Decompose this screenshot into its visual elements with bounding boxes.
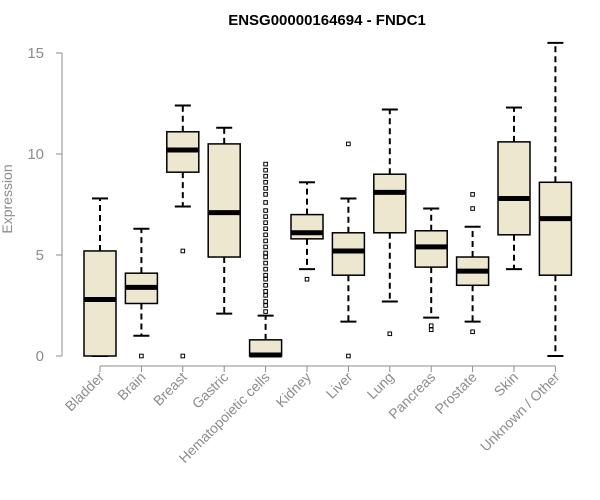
box-skin xyxy=(497,106,531,271)
outlier-point xyxy=(139,353,144,359)
outlier-point xyxy=(346,353,351,359)
x-tick-label: Lung xyxy=(364,369,397,402)
outlier-point xyxy=(263,289,268,294)
y-tick-label: 10 xyxy=(27,146,44,163)
y-tick-label: 5 xyxy=(36,247,44,264)
outlier-point xyxy=(263,254,268,260)
box-gastric xyxy=(207,126,241,315)
x-tick-label: Bladder xyxy=(62,369,108,415)
outlier-point xyxy=(470,206,475,211)
box-brain xyxy=(124,227,159,359)
outlier-point xyxy=(263,244,268,250)
outlier-point xyxy=(263,303,268,308)
outlier-point xyxy=(263,208,268,213)
iqr-box xyxy=(538,181,573,276)
chart-title: ENSG00000164694 - FNDC1 xyxy=(228,12,426,29)
x-tick-label: Liver xyxy=(323,369,356,402)
x-tick-label: Breast xyxy=(150,369,190,409)
box-liver xyxy=(331,141,366,359)
x-tick-label: Brain xyxy=(114,369,148,403)
box-unknown-other xyxy=(538,41,573,357)
outlier-point xyxy=(180,353,186,359)
outlier-point xyxy=(263,186,268,191)
iqr-box xyxy=(83,250,117,357)
x-tick-label: Prostate xyxy=(432,369,480,417)
box-lung xyxy=(373,108,407,337)
y-axis: 0 5 10 15 xyxy=(27,45,63,365)
outlier-point xyxy=(263,200,268,205)
box-pancreas xyxy=(414,207,448,333)
outlier-point xyxy=(428,323,434,328)
outlier-point xyxy=(470,192,475,197)
outlier-point xyxy=(263,299,268,304)
outlier-point xyxy=(346,141,351,147)
box-kidney xyxy=(290,181,324,282)
outlier-point xyxy=(263,179,268,185)
box-hematopoietic-cells xyxy=(248,161,283,358)
outlier-point xyxy=(263,192,268,197)
iqr-box xyxy=(497,141,531,236)
x-tick-label: Unknown / Other xyxy=(477,369,563,455)
outlier-point xyxy=(263,250,268,256)
y-tick-label: 15 xyxy=(27,45,44,62)
x-tick-label: Skin xyxy=(491,369,522,400)
outlier-point xyxy=(263,272,268,278)
outlier-point xyxy=(263,220,268,225)
outlier-point xyxy=(263,238,268,244)
outlier-point xyxy=(263,276,268,282)
box-bladder xyxy=(83,197,117,357)
boxes-group xyxy=(83,41,573,359)
outlier-point xyxy=(304,276,310,282)
outlier-point xyxy=(180,248,186,254)
outlier-point xyxy=(263,283,268,288)
iqr-box xyxy=(331,232,366,276)
outlier-point xyxy=(387,331,393,337)
outlier-point xyxy=(263,309,268,314)
outlier-point xyxy=(263,226,268,232)
x-tick-label: Kidney xyxy=(273,369,315,411)
outlier-point xyxy=(428,327,434,333)
box-breast xyxy=(166,104,200,359)
iqr-box xyxy=(373,173,407,234)
outlier-point xyxy=(263,293,268,298)
iqr-box xyxy=(207,143,241,258)
outlier-point xyxy=(263,266,268,272)
y-tick-label: 0 xyxy=(36,348,44,365)
outlier-point xyxy=(263,260,268,266)
outlier-point xyxy=(263,173,268,179)
outlier-point xyxy=(263,214,268,219)
outlier-point xyxy=(263,167,268,173)
box-prostate xyxy=(455,192,490,335)
outlier-point xyxy=(263,232,268,238)
outlier-point xyxy=(263,161,268,167)
outlier-point xyxy=(470,329,475,335)
y-axis-label: Expression xyxy=(0,164,15,233)
